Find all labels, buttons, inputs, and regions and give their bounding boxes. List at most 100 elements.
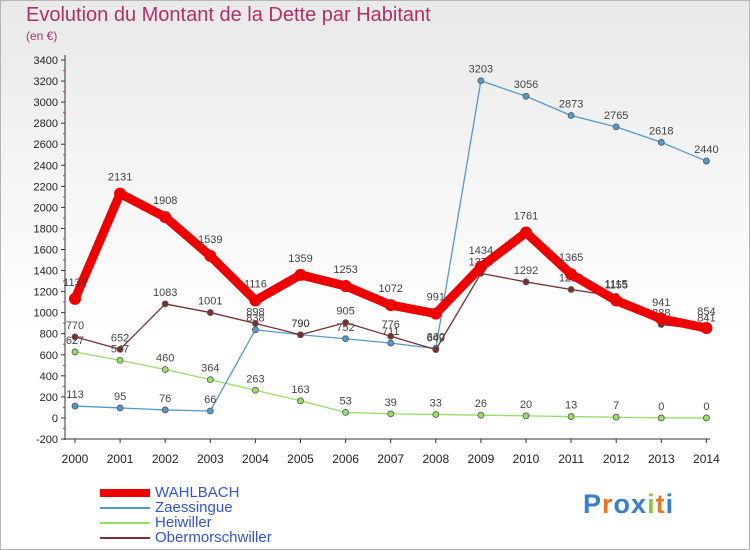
x-tick-label: 2003 [197,452,224,466]
data-label-zaessingue: 2440 [694,144,718,156]
data-label-heiwiller: 163 [291,384,309,396]
data-point-heiwiller [161,366,169,373]
data-label-wahlbach: 854 [697,306,715,318]
data-point-heiwiller [297,397,304,405]
data-point-wahlbach [565,268,578,281]
data-label-heiwiller: 364 [201,363,219,375]
data-label-wahlbach: 991 [427,292,445,304]
legend-swatch [100,489,150,497]
y-tick-label: 2800 [34,118,58,130]
data-point-obermorschwiller [116,345,124,353]
data-label-obermorschwiller: 841 [697,312,715,324]
data-point-wahlbach [294,268,307,281]
data-point-heiwiller [432,411,440,418]
data-point-obermorschwiller [522,278,530,286]
data-label-wahlbach: 1253 [333,264,357,276]
data-label-heiwiller: 13 [565,400,577,412]
logo-letter: x [631,489,648,519]
legend-swatch [100,522,150,524]
data-point-heiwiller [477,411,485,419]
data-point-obermorschwiller [71,333,79,341]
data-point-wahlbach [69,292,81,305]
data-point-heiwiller [703,414,710,422]
data-point-zaessingue [206,407,214,415]
data-label-wahlbach: 1908 [153,195,177,207]
y-tick-label: 1000 [34,308,58,320]
data-point-zaessingue [612,123,620,131]
data-point-obermorschwiller [161,300,169,308]
data-label-wahlbach: 1359 [288,253,312,265]
data-point-heiwiller [342,408,350,416]
data-label-wahlbach: 1365 [559,252,583,264]
data-point-obermorschwiller [387,332,395,340]
data-label-zaessingue: 2765 [604,110,628,122]
data-label-wahlbach: 1116 [244,278,267,290]
x-tick-label: 2012 [603,452,630,466]
data-label-obermorschwiller: 776 [382,319,400,331]
data-point-wahlbach [474,260,487,273]
data-label-zaessingue: 790 [291,318,309,330]
x-tick-label: 2004 [242,452,269,466]
data-label-zaessingue: 113 [66,389,84,401]
data-label-heiwiller: 0 [658,401,664,413]
data-label-zaessingue: 2873 [559,98,583,110]
logo-letter: i [665,489,675,519]
data-label-wahlbach: 1539 [198,234,222,246]
data-point-zaessingue [703,157,710,165]
y-tick-label: 2000 [34,202,58,214]
y-tick-label: 1400 [34,266,58,278]
x-tick-label: 2005 [287,452,314,466]
y-tick-label: 3400 [34,55,58,67]
data-point-heiwiller [612,413,620,421]
y-tick-label: 400 [40,371,58,383]
y-tick-label: 0 [52,413,58,425]
data-point-obermorschwiller [206,309,214,316]
proxiti-logo: Proxiti [583,489,674,520]
logo-letter: r [602,489,614,519]
data-point-zaessingue [387,339,395,347]
data-point-obermorschwiller [432,346,440,354]
logo-letter: i [647,489,656,519]
data-label-obermorschwiller: 770 [66,320,84,332]
data-point-wahlbach [249,294,262,307]
data-point-wahlbach [429,307,442,320]
data-label-wahlbach: 1072 [378,283,402,295]
data-point-heiwiller [71,348,79,356]
x-tick-label: 2007 [377,452,404,466]
data-label-wahlbach: 1434 [469,245,493,257]
data-label-obermorschwiller: 1083 [153,287,177,299]
data-point-heiwiller [251,386,259,394]
data-label-obermorschwiller: 790 [291,318,309,330]
data-label-wahlbach: 941 [652,297,670,309]
data-label-obermorschwiller: 652 [111,332,129,344]
data-point-wahlbach [114,187,127,200]
legend-swatch [100,537,150,539]
data-point-wahlbach [384,299,397,312]
x-tick-label: 2002 [152,452,179,466]
x-tick-label: 2014 [693,452,720,466]
logo-letter: P [583,489,603,519]
x-tick-label: 2000 [62,452,89,466]
data-point-obermorschwiller [342,319,350,327]
legend-label: WAHLBACH [155,484,240,501]
y-tick-label: 2400 [34,160,58,172]
data-label-zaessingue: 2618 [649,125,673,137]
data-point-zaessingue [567,112,575,119]
y-tick-label: 2600 [34,139,58,151]
chart-title: Evolution du Montant de la Dette par Hab… [26,4,431,26]
y-tick-label: 2200 [34,181,58,193]
data-label-zaessingue: 66 [204,394,216,406]
y-tick-label: 1600 [34,245,58,257]
x-tick-label: 2009 [468,452,495,466]
data-label-zaessingue: 95 [114,391,126,403]
logo-letter: o [613,489,632,519]
data-point-heiwiller [116,356,124,364]
data-label-obermorschwiller: 898 [246,306,264,318]
data-point-zaessingue [71,402,79,410]
x-tick-label: 2008 [422,452,449,466]
data-label-wahlbach: 1115 [605,279,628,291]
y-tick-label: 800 [40,329,58,341]
data-point-zaessingue [477,77,485,85]
